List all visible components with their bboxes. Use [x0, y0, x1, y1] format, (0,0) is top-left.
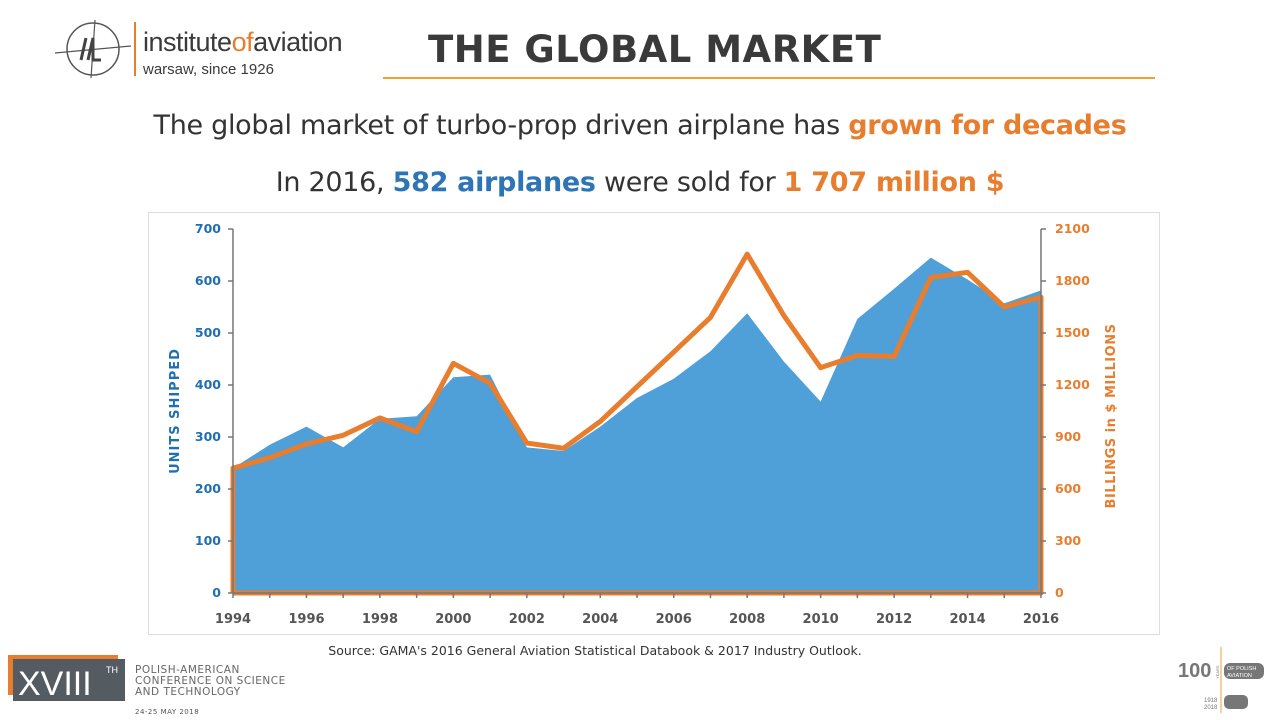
right-tick-label: 900: [1055, 429, 1081, 444]
headline-line1: The global market of turbo-prop driven a…: [153, 110, 1127, 141]
right-axis-label: BILLINGS in $ MILLIONS: [1104, 324, 1119, 509]
left-tick-label: 300: [195, 429, 221, 444]
conference-line: POLISH-AMERICAN: [135, 664, 240, 676]
x-tick-label: 1994: [215, 612, 251, 627]
x-tick-label: 2008: [729, 612, 765, 627]
right-tick-label: 600: [1055, 481, 1081, 496]
left-tick-label: 200: [195, 481, 221, 496]
slide-title: THE GLOBAL MARKET: [428, 28, 882, 71]
x-tick-label: 2010: [803, 612, 839, 627]
centenary-years-word: YEARS: [1215, 665, 1220, 679]
x-tick-label: 2016: [1023, 612, 1059, 627]
chart: 0 100 200 300 400 500 600 700 0 300 600 900 1200 1500…: [148, 212, 1160, 635]
institute-logo-emblem: [55, 19, 136, 79]
centenary-line: OF POLISH: [1227, 666, 1256, 672]
x-tick-label: 2002: [509, 612, 545, 627]
headline-line2: In 2016, 582 airplanes were sold for 1 7…: [275, 167, 1005, 198]
billings-line: [230, 251, 1044, 596]
right-tick-label: 1800: [1055, 273, 1090, 288]
institute-logo-name: instituteofaviation: [143, 27, 343, 57]
x-tick-label: 2000: [435, 612, 471, 627]
x-tick-label: 2004: [582, 612, 618, 627]
conference-suffix: TH: [106, 665, 118, 675]
conference-name: POLISH-AMERICAN CONFERENCE ON SCIENCE AN…: [135, 665, 286, 698]
chart-svg: 0 100 200 300 400 500 600 700 0 300 600 900 1200 1500…: [168, 221, 1119, 627]
left-axis-label: UNITS SHIPPED: [168, 348, 183, 474]
centenary-line: AVIATION: [1227, 673, 1252, 679]
centenary-logo: 100 YEARS OF POLISH AVIATION 1918 2018: [1178, 647, 1264, 713]
right-tick-label: 0: [1055, 585, 1064, 600]
left-tick-label: 500: [195, 325, 221, 340]
left-tick-label: 100: [195, 533, 221, 548]
centenary-number: 100: [1178, 660, 1211, 682]
right-tick-label: 1500: [1055, 325, 1090, 340]
title-underline: [383, 77, 1155, 79]
institute-logo-subtitle: warsaw, since 1926: [143, 61, 274, 78]
source-note: Source: GAMA's 2016 General Aviation Sta…: [328, 643, 862, 658]
x-tick-label: 1998: [362, 612, 398, 627]
conference-line: AND TECHNOLOGY: [135, 686, 241, 698]
right-tick-label: 2100: [1055, 221, 1090, 236]
conference-numeral: XVIII: [18, 665, 92, 703]
right-tick-label: 300: [1055, 533, 1081, 548]
conference-date: 24-25 MAY 2018: [135, 708, 200, 716]
left-tick-label: 400: [195, 377, 221, 392]
x-tick-label: 1996: [288, 612, 324, 627]
left-tick-label: 700: [195, 221, 221, 236]
left-tick-label: 0: [212, 585, 221, 600]
conference-logo: XVIII TH: [8, 655, 125, 703]
units-shipped-area: [233, 257, 1041, 593]
conference-line: CONFERENCE ON SCIENCE: [135, 675, 286, 687]
centenary-year: 2018: [1204, 705, 1218, 711]
x-tick-label: 2006: [656, 612, 692, 627]
right-tick-label: 1200: [1055, 377, 1090, 392]
left-tick-label: 600: [195, 273, 221, 288]
centenary-year: 1918: [1204, 698, 1218, 704]
x-tick-label: 2014: [949, 612, 985, 627]
x-tick-label: 2012: [876, 612, 912, 627]
